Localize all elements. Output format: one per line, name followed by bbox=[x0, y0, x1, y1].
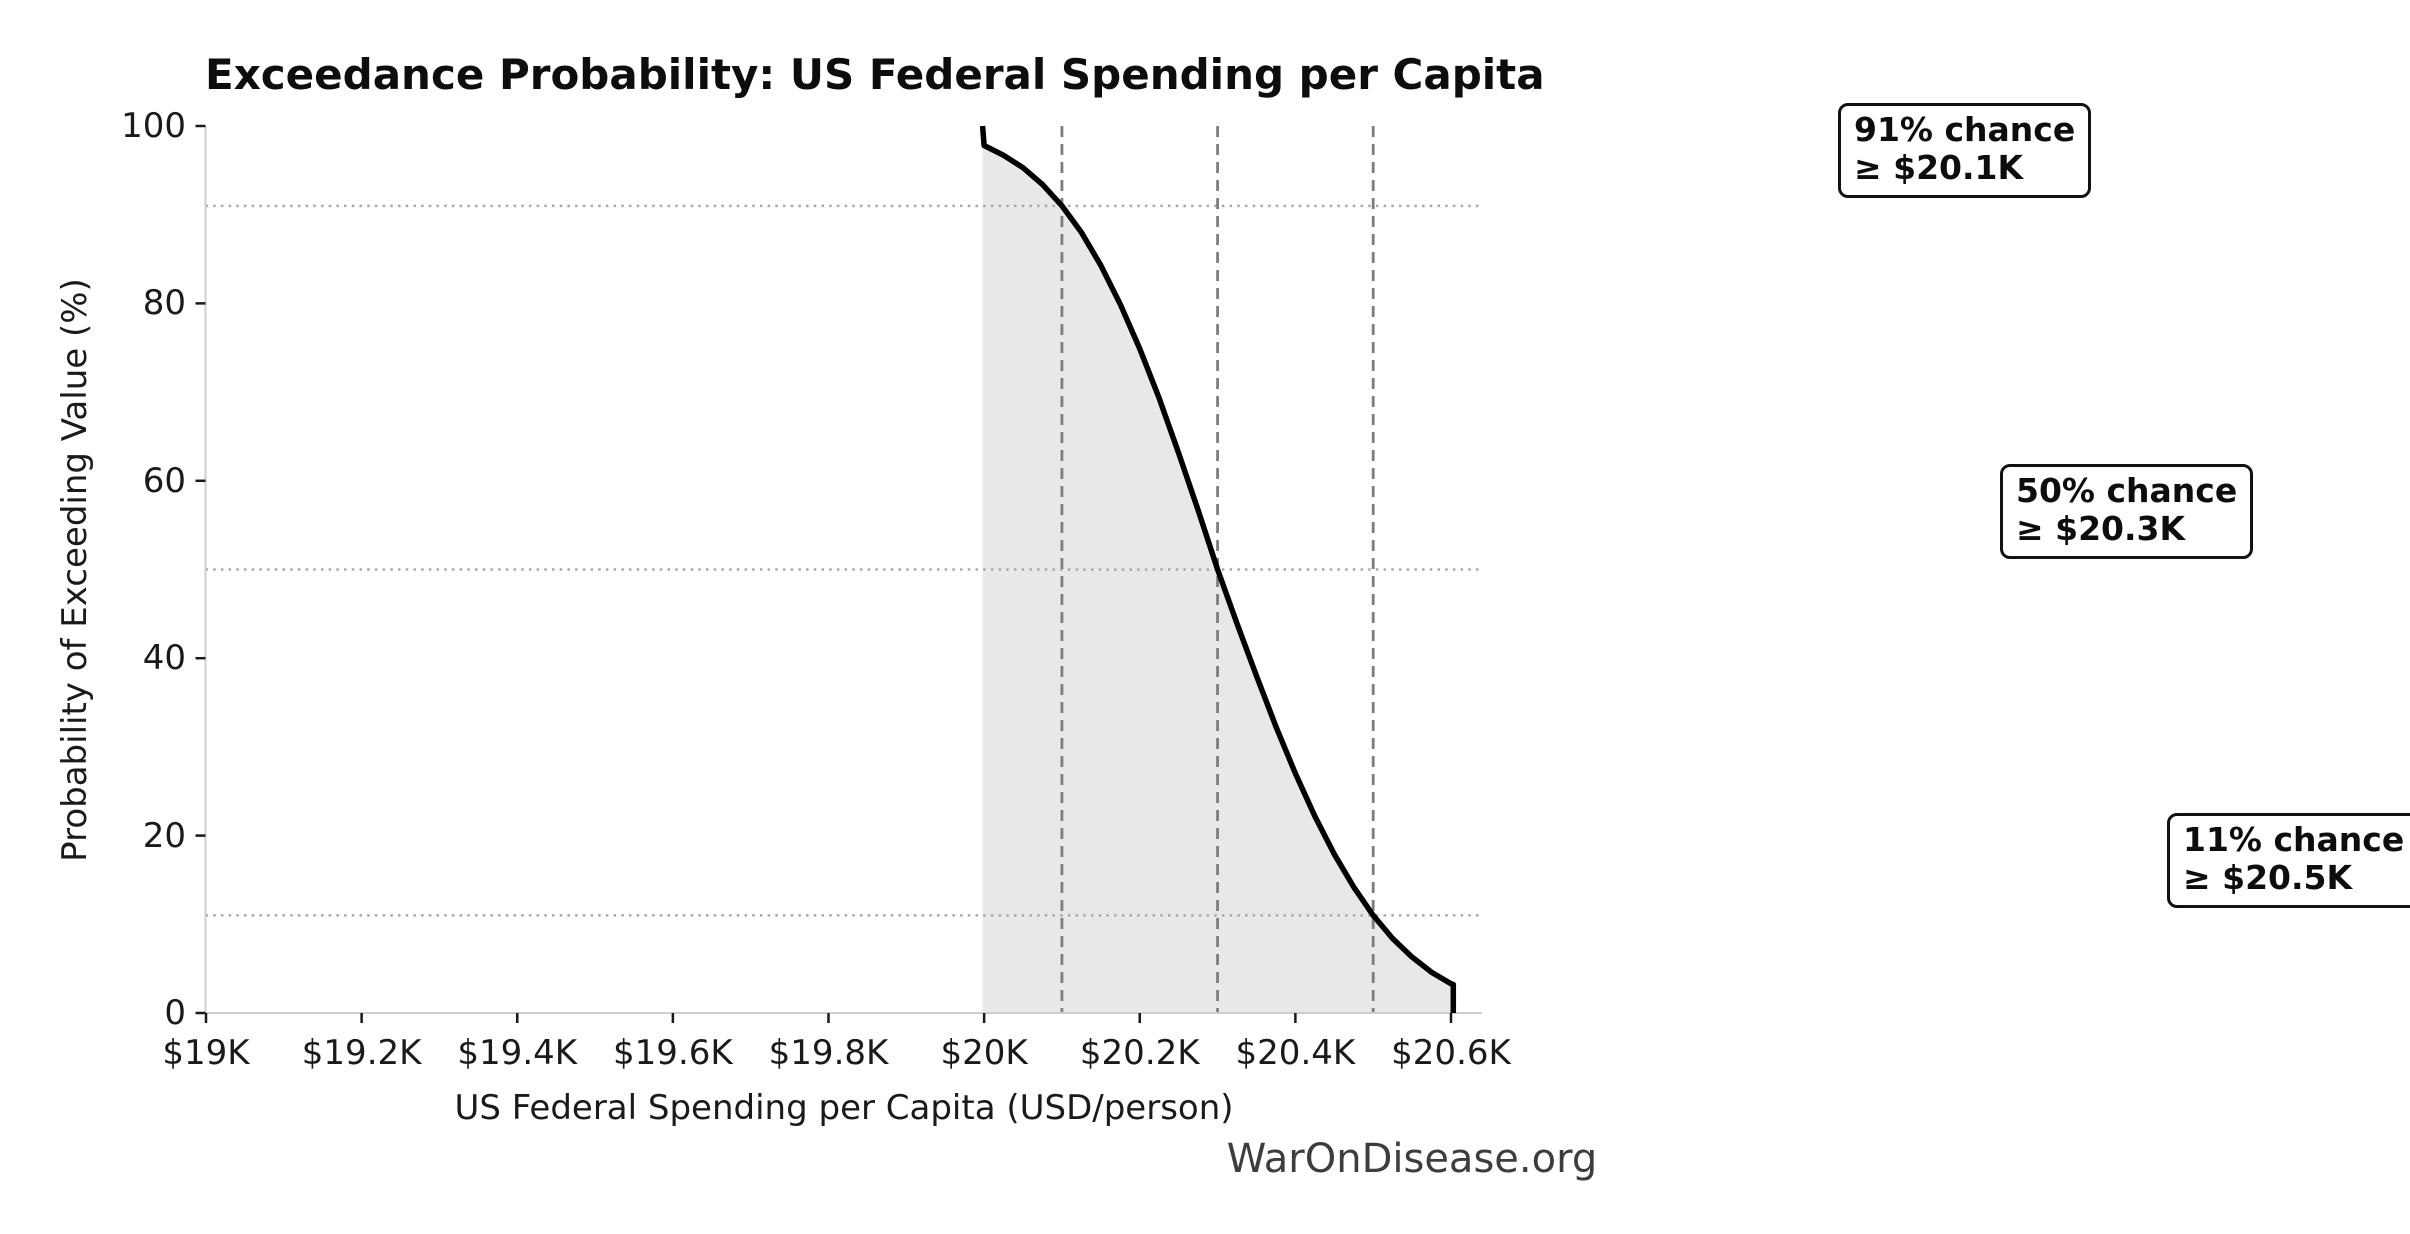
annotation-line1: 91% chance bbox=[1854, 110, 2076, 149]
y-axis-title-text: Probability of Exceeding Value (%) bbox=[55, 278, 95, 862]
x-tick-label: $20.2K bbox=[1079, 1033, 1200, 1073]
x-tick-label: $20K bbox=[940, 1033, 1028, 1073]
x-tick-label: $19K bbox=[162, 1033, 250, 1073]
y-tick-label: 0 bbox=[164, 993, 186, 1033]
exceedance-curve bbox=[979, 125, 1457, 1013]
x-axis-title: US Federal Spending per Capita (USD/pers… bbox=[454, 1088, 1234, 1128]
x-tick-label: $19.2K bbox=[301, 1033, 422, 1073]
y-tick-label: 40 bbox=[142, 638, 186, 679]
annotation-line1: 11% chance bbox=[2183, 820, 2405, 859]
annotation-line2: ≥ $20.5K bbox=[2183, 858, 2353, 897]
annotation-91-percent: 91% chance ≥ $20.1K bbox=[1838, 103, 2092, 198]
x-tick-label: $19.8K bbox=[768, 1033, 889, 1073]
x-tick-label: $20.6K bbox=[1391, 1033, 1511, 1073]
annotation-11-percent: 11% chance ≥ $20.5K bbox=[2167, 813, 2410, 908]
y-tick-label: 60 bbox=[142, 460, 186, 501]
y-tick-label: 20 bbox=[142, 815, 186, 856]
y-tick-label: 100 bbox=[121, 106, 186, 146]
y-tick-label: 80 bbox=[142, 283, 186, 324]
annotation-line1: 50% chance bbox=[2016, 471, 2238, 510]
x-tick-label: $19.6K bbox=[613, 1033, 733, 1073]
x-tick-label: $20.4K bbox=[1235, 1033, 1356, 1073]
annotation-50-percent: 50% chance ≥ $20.3K bbox=[2000, 464, 2254, 559]
chart-title: Exceedance Probability: US Federal Spend… bbox=[205, 50, 1545, 99]
footer-credit: WarOnDisease.org bbox=[1226, 1136, 1598, 1182]
x-tick-label: $19.4K bbox=[457, 1033, 578, 1073]
curve-fill-area bbox=[982, 126, 1454, 1013]
annotation-line2: ≥ $20.1K bbox=[1854, 148, 2024, 187]
annotation-line2: ≥ $20.3K bbox=[2016, 509, 2186, 548]
